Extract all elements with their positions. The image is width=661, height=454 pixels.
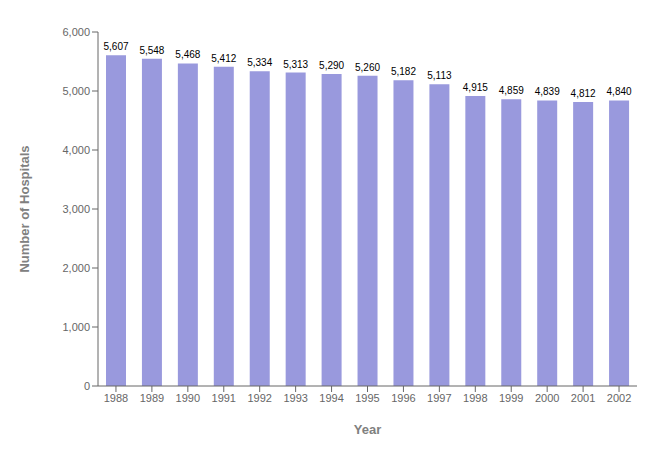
svg-text:5,290: 5,290 — [319, 60, 344, 71]
svg-text:5,412: 5,412 — [211, 53, 236, 64]
svg-text:1992: 1992 — [247, 392, 271, 404]
svg-text:4,859: 4,859 — [499, 85, 524, 96]
svg-text:2002: 2002 — [607, 392, 631, 404]
svg-text:5,000: 5,000 — [62, 85, 90, 97]
svg-text:5,548: 5,548 — [139, 45, 164, 56]
svg-text:2001: 2001 — [571, 392, 595, 404]
svg-text:4,840: 4,840 — [607, 86, 632, 97]
svg-text:5,182: 5,182 — [391, 66, 416, 77]
svg-text:4,812: 4,812 — [571, 88, 596, 99]
svg-text:1993: 1993 — [283, 392, 307, 404]
svg-text:5,313: 5,313 — [283, 59, 308, 70]
svg-text:1988: 1988 — [104, 392, 128, 404]
svg-text:2,000: 2,000 — [62, 262, 90, 274]
svg-text:1994: 1994 — [319, 392, 343, 404]
svg-text:Number of Hospitals: Number of Hospitals — [17, 145, 32, 272]
svg-text:5,334: 5,334 — [247, 57, 272, 68]
svg-text:1997: 1997 — [427, 392, 451, 404]
svg-text:5,468: 5,468 — [175, 49, 200, 60]
svg-text:6,000: 6,000 — [62, 26, 90, 38]
svg-text:1998: 1998 — [463, 392, 487, 404]
svg-text:4,000: 4,000 — [62, 144, 90, 156]
svg-text:1999: 1999 — [499, 392, 523, 404]
svg-text:2000: 2000 — [535, 392, 559, 404]
svg-text:4,915: 4,915 — [463, 82, 488, 93]
svg-text:1991: 1991 — [212, 392, 236, 404]
svg-text:0: 0 — [84, 380, 90, 392]
svg-text:1990: 1990 — [176, 392, 200, 404]
svg-text:Year: Year — [354, 422, 381, 437]
svg-text:5,113: 5,113 — [427, 70, 452, 81]
svg-text:5,260: 5,260 — [355, 62, 380, 73]
svg-text:1995: 1995 — [355, 392, 379, 404]
svg-text:1,000: 1,000 — [62, 321, 90, 333]
svg-text:1996: 1996 — [391, 392, 415, 404]
svg-text:1989: 1989 — [140, 392, 164, 404]
svg-text:3,000: 3,000 — [62, 203, 90, 215]
svg-text:4,839: 4,839 — [535, 86, 560, 97]
svg-text:5,607: 5,607 — [103, 41, 128, 52]
